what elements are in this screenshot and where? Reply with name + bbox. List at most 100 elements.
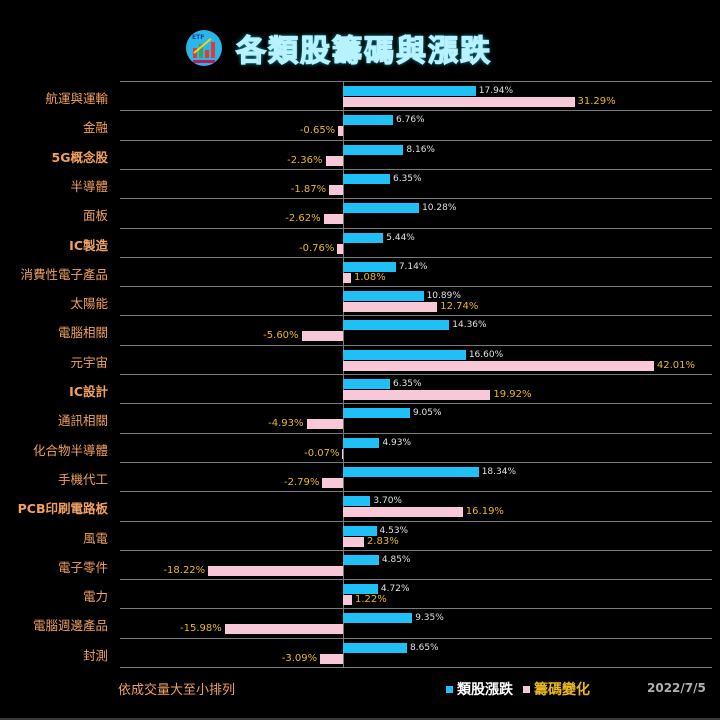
price-change-bar bbox=[343, 232, 384, 243]
price-change-bar bbox=[343, 173, 390, 184]
chip-change-bar bbox=[337, 243, 343, 254]
chip-change-bar bbox=[342, 448, 343, 459]
data-label: 4.53% bbox=[379, 525, 409, 536]
data-label: 6.35% bbox=[392, 173, 422, 184]
zero-axis bbox=[343, 81, 344, 668]
chip-change-bar bbox=[301, 331, 343, 342]
price-change-bar bbox=[343, 379, 390, 389]
chip-change-bar bbox=[329, 184, 343, 195]
data-label: 1.08% bbox=[353, 271, 386, 283]
price-change-bar bbox=[343, 584, 378, 595]
legend-label: 籌碼變化 bbox=[534, 682, 590, 698]
sort-note: 依成交量大至小排列 bbox=[118, 683, 236, 698]
category-label: 太陽能 bbox=[70, 296, 108, 312]
gridline bbox=[120, 286, 712, 288]
gridline bbox=[120, 403, 712, 405]
chip-change-bar bbox=[343, 360, 654, 371]
gridline bbox=[120, 549, 712, 551]
data-label: 8.16% bbox=[406, 144, 435, 155]
category-label: IC設計 bbox=[69, 384, 108, 399]
data-label: 16.60% bbox=[468, 349, 504, 360]
legend-item-price-change: 類股漲跌 bbox=[446, 679, 513, 699]
gridline bbox=[120, 315, 712, 317]
data-label: 4.85% bbox=[381, 554, 411, 565]
legend-swatch-pink-icon bbox=[523, 685, 530, 693]
data-label: -4.93% bbox=[268, 418, 304, 430]
chip-change-bar bbox=[338, 126, 343, 137]
gridline bbox=[120, 461, 712, 463]
chip-change-bar bbox=[306, 419, 343, 430]
category-label: 5G概念股 bbox=[51, 149, 108, 165]
data-label: 4.93% bbox=[382, 437, 412, 448]
price-change-bar bbox=[343, 203, 420, 214]
data-label: 42.01% bbox=[656, 359, 695, 371]
gridline bbox=[120, 168, 712, 170]
price-change-bar bbox=[343, 291, 424, 302]
data-label: -2.62% bbox=[285, 213, 321, 225]
category-label: 手機代工 bbox=[57, 471, 108, 487]
legend-label: 類股漲跌 bbox=[457, 682, 513, 698]
data-label: 4.72% bbox=[380, 584, 410, 595]
gridline bbox=[120, 637, 712, 639]
price-change-bar bbox=[343, 144, 404, 155]
gridline bbox=[120, 227, 712, 229]
chip-change-bar bbox=[343, 97, 575, 107]
category-label: 半導體 bbox=[70, 178, 108, 194]
chip-change-bar bbox=[208, 565, 343, 576]
data-label: 17.94% bbox=[478, 86, 514, 96]
category-label: 電腦週邊產品 bbox=[32, 618, 108, 634]
data-label: 12.74% bbox=[440, 301, 479, 313]
price-change-bar bbox=[343, 466, 479, 477]
data-label: 10.28% bbox=[422, 203, 457, 214]
data-label: 10.89% bbox=[426, 291, 461, 302]
data-label: -18.22% bbox=[163, 564, 206, 576]
category-label: 消費性電子產品 bbox=[20, 266, 108, 282]
category-label: 航運與運輸 bbox=[45, 91, 108, 106]
gridline bbox=[120, 81, 712, 82]
category-label: 電腦相關 bbox=[57, 325, 108, 341]
gridline bbox=[120, 374, 712, 375]
gridline bbox=[120, 432, 712, 434]
data-label: -3.09% bbox=[281, 652, 318, 664]
page-title: 各類股籌碼與漲跌 bbox=[235, 33, 492, 69]
chip-change-bar bbox=[322, 477, 343, 488]
data-label: -2.36% bbox=[287, 154, 323, 166]
data-label: -0.65% bbox=[299, 125, 336, 137]
chip-change-bar bbox=[343, 390, 491, 400]
price-change-bar bbox=[343, 86, 476, 96]
data-label: 14.36% bbox=[452, 320, 487, 331]
data-label: -1.87% bbox=[290, 183, 327, 195]
category-label: 元宇宙 bbox=[70, 354, 108, 370]
data-label: 6.76% bbox=[396, 115, 425, 126]
data-label: 8.65% bbox=[410, 642, 439, 653]
chip-change-bar bbox=[343, 536, 364, 547]
price-change-bar bbox=[343, 261, 396, 272]
chip-change-bar bbox=[224, 624, 343, 635]
price-change-bar bbox=[343, 437, 380, 448]
legend-item-chip-change: 籌碼變化 bbox=[523, 679, 590, 699]
price-change-bar bbox=[343, 525, 377, 536]
data-label: 5.44% bbox=[386, 232, 415, 243]
data-label: -15.98% bbox=[180, 623, 222, 635]
data-label: 1.22% bbox=[355, 594, 387, 606]
gridline bbox=[120, 110, 712, 112]
data-label: 9.35% bbox=[415, 613, 444, 624]
price-change-bar bbox=[343, 496, 371, 507]
header: ETF 各類股籌碼與漲跌 bbox=[186, 26, 492, 70]
data-label: 18.34% bbox=[481, 466, 517, 477]
category-label: 通訊相關 bbox=[57, 413, 108, 429]
category-label: 化合物半導體 bbox=[32, 442, 108, 458]
data-label: -0.76% bbox=[299, 242, 335, 254]
price-change-bar bbox=[343, 115, 394, 126]
gridline bbox=[120, 608, 712, 610]
price-change-bar bbox=[343, 349, 466, 360]
chip-change-bar bbox=[323, 214, 343, 225]
category-label: 封測 bbox=[82, 647, 108, 663]
chip-change-bar bbox=[343, 507, 463, 518]
price-change-bar bbox=[343, 554, 379, 565]
data-label: -0.07% bbox=[304, 447, 340, 459]
data-label: 3.70% bbox=[373, 496, 402, 507]
price-change-bar bbox=[343, 642, 407, 653]
data-label: -2.79% bbox=[283, 476, 320, 488]
category-label: 面板 bbox=[82, 208, 108, 224]
